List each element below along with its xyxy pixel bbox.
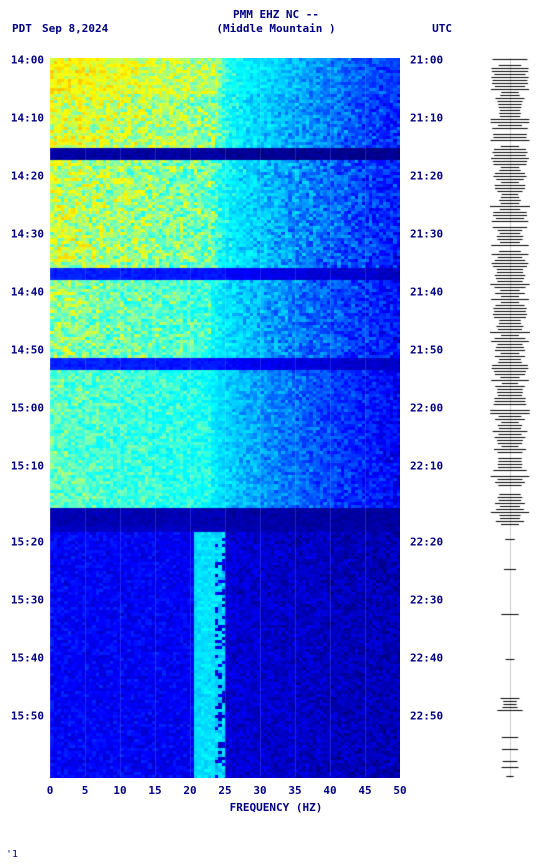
y-tick-right: 22:30 [410,594,443,607]
timezone-left: PDT [12,22,32,35]
y-tick-right: 21:30 [410,228,443,241]
x-tick: 0 [47,784,54,797]
y-tick-right: 21:40 [410,286,443,299]
spectrogram-canvas [50,58,400,778]
x-tick: 40 [323,784,336,797]
y-tick-left: 14:30 [11,228,44,241]
date-left: Sep 8,2024 [42,22,108,35]
x-tick: 45 [358,784,371,797]
x-tick: 35 [288,784,301,797]
y-tick-right: 22:00 [410,402,443,415]
y-tick-right: 21:50 [410,344,443,357]
timezone-right: UTC [432,22,452,35]
x-tick: 20 [183,784,196,797]
y-tick-left: 14:50 [11,344,44,357]
y-tick-left: 15:40 [11,652,44,665]
amplitude-canvas [490,58,530,778]
y-tick-right: 22:10 [410,460,443,473]
y-tick-left: 15:30 [11,594,44,607]
y-tick-left: 14:40 [11,286,44,299]
y-tick-left: 14:20 [11,170,44,183]
y-tick-left: 15:10 [11,460,44,473]
header-station: PMM EHZ NC -- [0,8,552,21]
y-tick-right: 21:20 [410,170,443,183]
y-tick-right: 21:00 [410,54,443,67]
y-tick-left: 15:20 [11,536,44,549]
x-tick: 5 [82,784,89,797]
y-tick-left: 15:50 [11,710,44,723]
y-tick-right: 22:40 [410,652,443,665]
y-tick-left: 15:00 [11,402,44,415]
x-tick: 25 [218,784,231,797]
amplitude-strip [490,58,530,778]
x-tick: 15 [148,784,161,797]
x-tick: 50 [393,784,406,797]
y-tick-right: 21:10 [410,112,443,125]
x-axis-label: FREQUENCY (HZ) [230,801,323,814]
y-tick-left: 14:10 [11,112,44,125]
spectrogram-plot [50,58,400,778]
y-tick-right: 22:20 [410,536,443,549]
y-tick-left: 14:00 [11,54,44,67]
footer-mark: '1 [6,849,18,860]
x-tick: 30 [253,784,266,797]
y-tick-right: 22:50 [410,710,443,723]
x-tick: 10 [113,784,126,797]
